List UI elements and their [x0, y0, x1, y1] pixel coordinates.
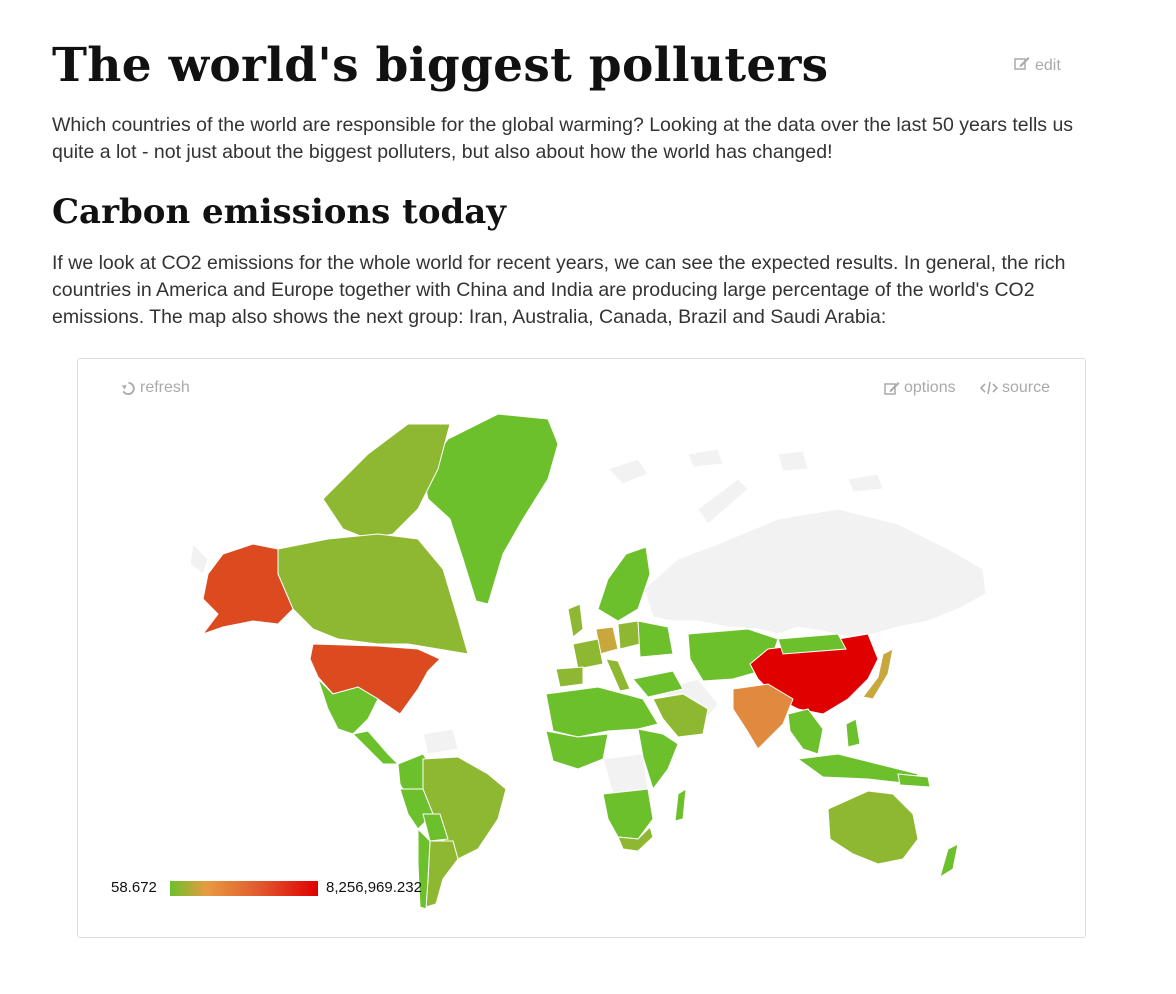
- edit-label: edit: [1035, 56, 1061, 74]
- island-svalbard: [607, 458, 649, 485]
- country-saudi-arabia[interactable]: [652, 693, 709, 738]
- country-alaska[interactable]: [201, 543, 294, 636]
- country-france[interactable]: [572, 638, 604, 670]
- island-novaya-zemlya: [697, 478, 749, 525]
- section-paragraph: If we look at CO2 emissions for the whol…: [52, 252, 1066, 328]
- country-south-africa[interactable]: [617, 826, 654, 852]
- island-severnaya: [777, 450, 809, 472]
- country-japan[interactable]: [862, 648, 894, 700]
- country-mongolia[interactable]: [777, 633, 847, 655]
- country-turkey[interactable]: [632, 670, 684, 698]
- country-united-kingdom[interactable]: [567, 603, 584, 638]
- legend-max-label: 8,256,969.232: [326, 879, 422, 896]
- island-new-siberian: [847, 473, 884, 493]
- country-drc[interactable]: [602, 753, 649, 795]
- country-greenland[interactable]: [422, 413, 559, 605]
- country-argentina[interactable]: [425, 840, 459, 908]
- country-southeast-asia[interactable]: [787, 708, 824, 755]
- country-east-africa[interactable]: [637, 728, 679, 791]
- code-icon: [980, 381, 998, 395]
- intro-paragraph: Which countries of the world are respons…: [52, 114, 1074, 163]
- island-franz-josef: [687, 448, 724, 468]
- options-button[interactable]: options: [884, 379, 956, 397]
- country-papua[interactable]: [897, 773, 931, 788]
- country-ukraine[interactable]: [637, 620, 674, 658]
- country-canada[interactable]: [277, 533, 469, 655]
- edit-icon: [1014, 56, 1030, 75]
- country-spain[interactable]: [555, 666, 584, 688]
- refresh-label: refresh: [140, 379, 190, 396]
- refresh-button[interactable]: refresh: [121, 379, 190, 397]
- source-label: source: [1002, 379, 1051, 396]
- edit-icon: [884, 381, 900, 395]
- country-chile[interactable]: [417, 827, 431, 910]
- source-button[interactable]: source: [980, 379, 1050, 397]
- country-poland[interactable]: [617, 620, 641, 650]
- country-mexico[interactable]: [317, 678, 379, 735]
- country-bolivia[interactable]: [422, 813, 449, 842]
- country-central-america[interactable]: [351, 730, 400, 765]
- legend-min-label: 58.672: [111, 879, 157, 896]
- world-map: [189, 413, 987, 910]
- page-title: The world's biggest polluters: [52, 38, 829, 93]
- country-madagascar[interactable]: [674, 788, 687, 822]
- country-russia[interactable]: [643, 508, 987, 638]
- refresh-icon: [121, 381, 136, 396]
- country-scandinavia[interactable]: [597, 546, 651, 622]
- section-title: Carbon emissions today: [52, 192, 507, 232]
- edit-button[interactable]: edit: [1014, 56, 1061, 75]
- country-india[interactable]: [732, 683, 794, 750]
- legend-gradient: [170, 881, 318, 896]
- options-label: options: [904, 379, 956, 396]
- country-kazakhstan: [189, 542, 209, 575]
- map-widget: refresh options source: [77, 358, 1086, 938]
- country-central-africa[interactable]: [422, 728, 459, 755]
- country-australia[interactable]: [827, 790, 919, 865]
- country-west-africa[interactable]: [545, 730, 609, 770]
- country-canada-arctic[interactable]: [322, 423, 451, 540]
- country-united-states[interactable]: [309, 643, 441, 715]
- country-philippines[interactable]: [845, 718, 861, 748]
- country-new-zealand[interactable]: [939, 843, 959, 879]
- country-italy[interactable]: [605, 658, 631, 692]
